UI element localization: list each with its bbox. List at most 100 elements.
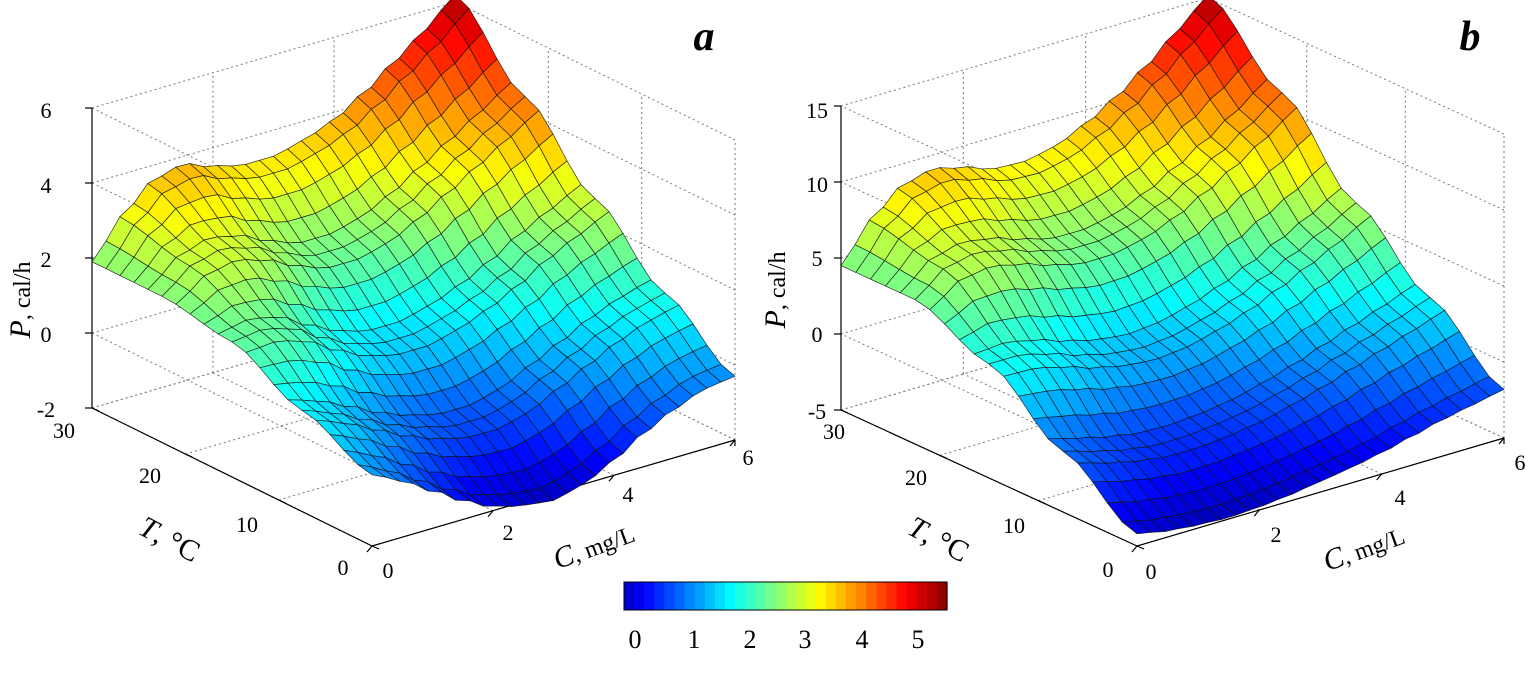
panel-b-y-tick: 0 [1103, 557, 1114, 582]
colorbar-swatch [926, 582, 938, 610]
panel-a-x-tick: 6 [743, 445, 754, 470]
colorbar-swatch [906, 582, 918, 610]
colorbar-ticks: 0 1 2 3 4 5 [629, 625, 925, 654]
grid-line [840, 333, 1138, 471]
y-tick-mark [185, 453, 193, 458]
grid-line [963, 373, 1260, 511]
panel-a-zlabel-unit: , cal/h [10, 262, 36, 321]
colorbar-swatch [856, 582, 867, 610]
colorbar-swatch [825, 582, 837, 610]
panel-a-label: a [694, 14, 715, 60]
colorbar-frame [623, 581, 948, 611]
colorbar-swatch [866, 582, 877, 610]
panel-a-y-ticks: 0 10 20 30 [53, 418, 349, 580]
panel-a-ylabel: T, °C [134, 510, 206, 569]
colorbar-tick: 2 [744, 625, 757, 654]
grid-line [1211, 0, 1505, 135]
colorbar-swatch [704, 582, 716, 610]
x-tick-mark [729, 439, 736, 447]
grid-line [840, 0, 1203, 107]
panel-a-xlabel-unit: , mg/L [569, 522, 638, 568]
x-tick-mark [1376, 473, 1383, 481]
panel-b-y-tick: 30 [823, 419, 845, 444]
x-tick-mark [366, 545, 373, 553]
y-tick-mark [1038, 500, 1046, 505]
panel-b-z-tick: 0 [812, 322, 823, 347]
surface-cell [706, 363, 736, 383]
colorbar-swatch [724, 582, 736, 610]
x-tick-mark [1498, 437, 1505, 445]
panel-b-z-tick: 5 [812, 246, 823, 271]
panel-b-y-tick: 20 [905, 465, 927, 490]
panel-a-y-tick: 30 [53, 418, 75, 443]
x-tick-mark [1131, 545, 1138, 553]
grid-line [91, 1, 456, 109]
colorbar-swatch [795, 582, 807, 610]
colorbar-swatch [745, 582, 756, 610]
colorbar-tick: 1 [688, 625, 701, 654]
panel-b-zlabel-unit: , cal/h [765, 252, 791, 311]
colorbar-swatch [846, 582, 857, 610]
colorbar-swatch [735, 582, 746, 610]
panel-a-x-tick: 2 [503, 520, 514, 545]
y-axis-line [91, 407, 373, 547]
panel-b-y-tick: 10 [1003, 513, 1025, 538]
panel-b-y-ticks: 0 10 20 30 [823, 419, 1114, 582]
panel-a-x-tick: 4 [623, 482, 634, 507]
colorbar-swatch [714, 582, 726, 610]
colorbar-swatch [815, 582, 827, 610]
panel-b-x-tick: 6 [1515, 450, 1526, 475]
colorbar-swatch [886, 582, 898, 610]
colorbar-swatch [624, 582, 635, 610]
panel-b-x-tick: 2 [1271, 522, 1282, 547]
panel-b-z-tick: 10 [806, 172, 828, 197]
y-axis-line [840, 409, 1138, 547]
panel-a-zlabel-symbol: P [4, 320, 37, 339]
colorbar-swatch [674, 582, 686, 610]
panel-a-x-ticks: 0 2 4 6 [383, 445, 754, 583]
panel-b-label: b [1460, 14, 1481, 60]
colorbar-swatch [876, 582, 888, 610]
panel-a-y-tick: 20 [139, 463, 161, 488]
colorbar-swatch [916, 582, 928, 610]
panel-a-z-ticks: -2 0 2 4 6 [37, 98, 55, 422]
colorbar: 0 1 2 3 4 5 [623, 581, 948, 654]
colorbar-swatch [785, 582, 797, 610]
panel-a-xlabel: C, mg/L [549, 516, 639, 576]
panel-a-z-tick: 0 [41, 322, 52, 347]
y-tick-mark [840, 409, 849, 414]
y-tick-mark [939, 454, 947, 459]
y-tick-mark [91, 407, 100, 412]
x-tick-mark [608, 474, 615, 482]
surface-cell [1474, 376, 1505, 397]
x-axis-line [1136, 437, 1505, 547]
colorbar-swatch [835, 582, 847, 610]
colorbar-swatch [896, 582, 908, 610]
panel-b: b P, cal/h -5 0 5 10 15 0 10 20 30 0 2 4… [759, 0, 1526, 584]
panel-a-x-tick: 0 [383, 558, 394, 583]
colorbar-swatch [684, 582, 696, 610]
panel-a-z-tick: 4 [41, 173, 52, 198]
panel-b-zlabel-symbol: P [759, 310, 792, 329]
colorbar-tick: 3 [799, 625, 812, 654]
y-tick-mark [278, 499, 286, 504]
panel-a-z-tick: -2 [37, 397, 55, 422]
colorbar-swatch [664, 582, 676, 610]
colorbar-swatch [755, 582, 766, 610]
grid-line [454, 1, 736, 141]
panel-b-ylabel: T, °C [903, 510, 975, 569]
colorbar-tick: 5 [912, 625, 925, 654]
grid-line [91, 332, 373, 472]
colorbar-swatch [694, 582, 706, 610]
y-tick-mark [1136, 545, 1145, 550]
y-tick-mark [371, 545, 380, 550]
panel-a-z-tick: 6 [41, 98, 52, 123]
panel-a: a P, cal/h -2 0 2 4 6 0 10 20 30 0 2 4 6… [4, 0, 754, 583]
panel-a-zlabel: P, cal/h [4, 262, 37, 340]
colorbar-swatch [775, 582, 787, 610]
panel-a-z-tick: 2 [41, 247, 52, 272]
panel-b-x-tick: 0 [1146, 559, 1157, 584]
panel-b-z-tick: 15 [806, 98, 828, 123]
colorbar-swatch [805, 582, 817, 610]
